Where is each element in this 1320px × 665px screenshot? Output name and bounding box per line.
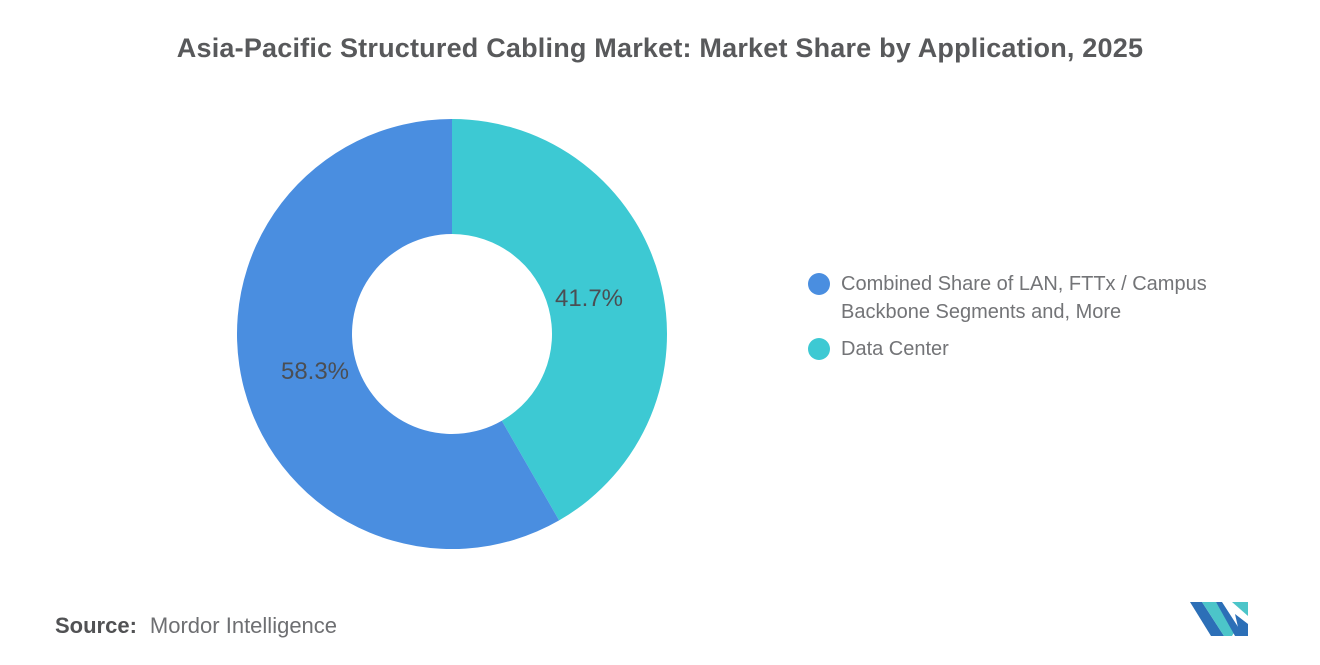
chart-legend: Combined Share of LAN, FTTx / Campus Bac… (808, 270, 1253, 363)
legend-item-data-center[interactable]: Data Center (808, 335, 1253, 363)
donut-slice-combined-share-of-lan-fttx-campus-backbo[interactable] (237, 119, 560, 549)
donut-chart: 41.7% 58.3% (237, 119, 667, 549)
legend-label: Combined Share of LAN, FTTx / Campus Bac… (841, 273, 1207, 323)
source-label: Source: (55, 613, 137, 638)
legend-marker-icon (808, 338, 830, 360)
donut-data-label-data-center: 41.7% (555, 285, 623, 312)
mordor-intelligence-logo (1190, 602, 1248, 636)
source-line: Source: Mordor Intelligence (55, 612, 337, 640)
donut-data-label-combined-share-of-lan-fttx-campus-backbo: 58.3% (281, 358, 349, 385)
logo-shape-teal-right (1232, 602, 1248, 616)
chart-title: Asia-Pacific Structured Cabling Market: … (176, 33, 1144, 63)
source-value: Mordor Intelligence (149, 613, 338, 638)
logo-shape-blue-right (1235, 614, 1248, 636)
legend-item-combined-share-of-lan-fttx-campus-backbo[interactable]: Combined Share of LAN, FTTx / Campus Bac… (808, 270, 1253, 326)
logo-shape-blue-left (1190, 602, 1224, 636)
logo-shape-blue-mid (1216, 602, 1242, 636)
donut-slice-data-center[interactable] (452, 119, 667, 521)
logo-shape-teal-left (1202, 602, 1235, 636)
legend-marker-icon (808, 273, 830, 295)
legend-label: Data Center (841, 338, 949, 360)
